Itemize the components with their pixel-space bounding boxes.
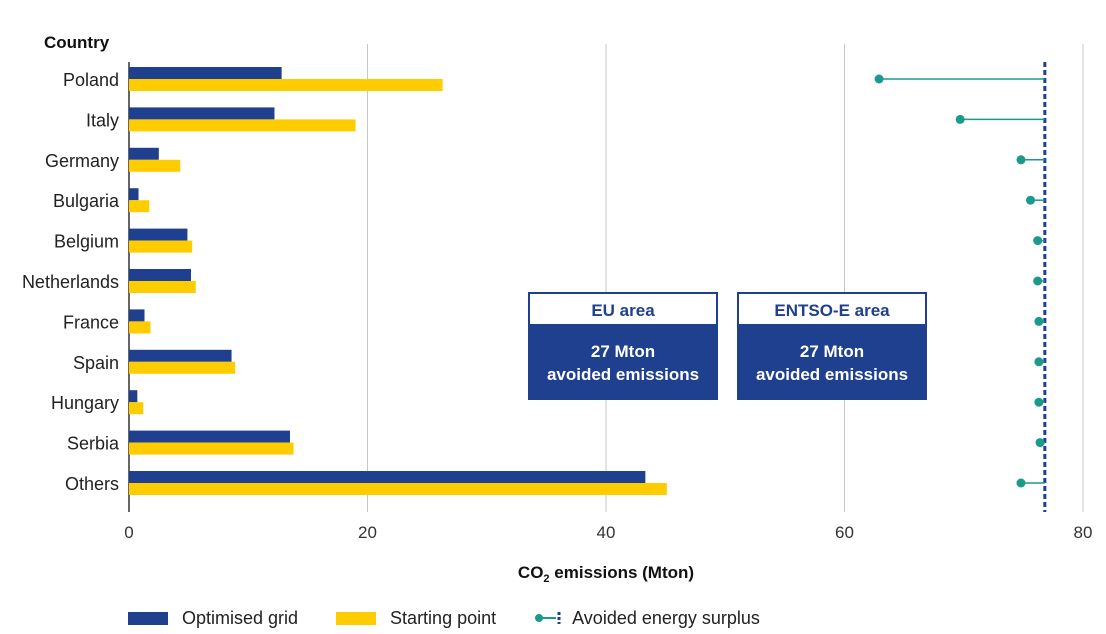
category-label: Hungary <box>51 393 119 413</box>
lollipop-point <box>1016 478 1026 488</box>
bar-starting <box>129 119 356 132</box>
eu-area-box: EU area 27 Mton avoided emissions <box>528 292 718 400</box>
category-label: France <box>63 312 119 332</box>
lollipop-point <box>955 114 965 124</box>
category-label: Others <box>65 474 119 494</box>
x-tick-label: 40 <box>597 523 616 542</box>
bar-optimised <box>129 228 188 241</box>
entsoe-area-caption: avoided emissions <box>755 365 909 384</box>
lollipop-point <box>1033 276 1043 286</box>
bar-optimised <box>129 269 192 281</box>
category-label: Germany <box>45 151 119 171</box>
bar-starting <box>129 240 193 253</box>
category-label: Italy <box>86 110 119 130</box>
legend-item-optimised: Optimised grid <box>128 608 298 629</box>
x-tick-label: 60 <box>835 523 854 542</box>
entsoe-area-title: ENTSO-E area <box>737 292 927 326</box>
lollipop-point <box>874 74 884 84</box>
bar-starting <box>129 200 150 213</box>
legend-swatch-starting <box>336 611 377 625</box>
bar-starting <box>129 159 181 172</box>
x-tick-label: 80 <box>1074 523 1093 542</box>
category-label: Spain <box>73 353 119 373</box>
legend-lollipop-icon <box>535 612 561 624</box>
category-label: Poland <box>63 70 119 90</box>
bar-starting <box>129 402 144 415</box>
bar-optimised <box>129 107 275 120</box>
bar-starting <box>129 361 236 374</box>
lollipop-point <box>1016 155 1026 165</box>
bar-starting <box>129 281 196 293</box>
entsoe-area-value: 27 Mton avoided emissions <box>737 326 927 400</box>
category-label: Bulgaria <box>53 191 120 211</box>
bar-optimised <box>129 67 282 79</box>
legend-item-starting: Starting point <box>336 608 496 629</box>
bar-optimised <box>129 349 232 362</box>
lollipop-point <box>1034 316 1044 326</box>
legend-label-optimised: Optimised grid <box>182 607 299 628</box>
bar-optimised <box>129 471 646 483</box>
lollipop-point <box>1033 236 1043 246</box>
x-axis-title: CO2 emissions (Mton) <box>518 563 694 585</box>
eu-area-value: 27 Mton avoided emissions <box>528 326 718 400</box>
category-label: Belgium <box>54 232 119 252</box>
y-axis-title: Country <box>44 33 110 52</box>
entsoe-area-box: ENTSO-E area 27 Mton avoided emissions <box>737 292 927 400</box>
bar-optimised <box>129 309 145 322</box>
lollipop-point <box>1026 195 1036 205</box>
bar-optimised <box>129 430 290 443</box>
legend-label-avoided: Avoided energy surplus <box>572 607 760 628</box>
x-tick-label: 0 <box>124 523 133 542</box>
bar-starting <box>129 79 443 91</box>
legend-swatch-optimised <box>128 611 168 625</box>
bar-starting <box>129 483 667 495</box>
legend-item-avoided: Avoided energy surplus <box>534 608 760 629</box>
bar-optimised <box>129 147 159 160</box>
entsoe-area-amount: 27 Mton <box>799 342 865 361</box>
bar-optimised <box>129 188 139 201</box>
legend: Optimised grid Starting point Avoided en… <box>128 606 798 630</box>
lollipop-point <box>1034 397 1044 407</box>
x-tick-label: 20 <box>358 523 377 542</box>
eu-area-title: EU area <box>528 292 718 326</box>
bar-optimised <box>129 390 138 403</box>
eu-area-amount: 27 Mton <box>590 342 656 361</box>
category-label: Netherlands <box>22 272 119 292</box>
legend-label-starting: Starting point <box>390 607 497 628</box>
lollipop-point <box>1034 357 1044 367</box>
eu-area-caption: avoided emissions <box>546 365 700 384</box>
lollipop-point <box>1035 438 1045 448</box>
bar-starting <box>129 442 294 455</box>
bar-starting <box>129 321 151 334</box>
category-label: Serbia <box>67 434 120 454</box>
